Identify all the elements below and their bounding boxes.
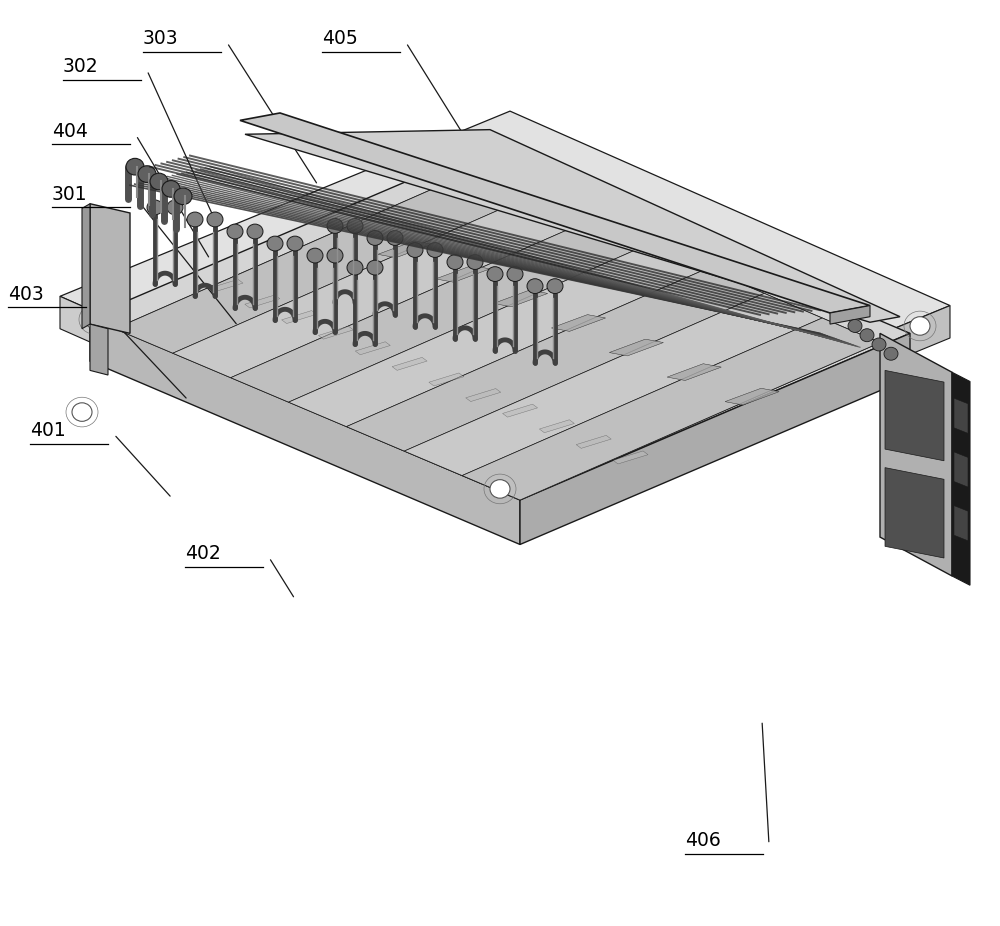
- Polygon shape: [552, 315, 606, 332]
- Circle shape: [387, 231, 403, 245]
- Polygon shape: [885, 370, 944, 461]
- Polygon shape: [539, 419, 574, 432]
- Polygon shape: [725, 388, 779, 405]
- Polygon shape: [436, 266, 490, 282]
- Polygon shape: [346, 269, 764, 451]
- Circle shape: [407, 243, 423, 257]
- Circle shape: [487, 267, 503, 282]
- Polygon shape: [60, 111, 950, 491]
- Circle shape: [467, 255, 483, 269]
- Polygon shape: [880, 333, 952, 576]
- Text: 301: 301: [52, 185, 88, 204]
- Polygon shape: [503, 404, 538, 417]
- Polygon shape: [494, 290, 548, 307]
- Polygon shape: [378, 241, 432, 257]
- Circle shape: [527, 279, 543, 294]
- Polygon shape: [830, 306, 870, 324]
- Circle shape: [884, 347, 898, 360]
- Polygon shape: [576, 435, 611, 448]
- Polygon shape: [240, 113, 870, 313]
- Circle shape: [507, 267, 523, 282]
- Circle shape: [307, 248, 323, 263]
- Polygon shape: [466, 389, 501, 402]
- Polygon shape: [436, 266, 490, 282]
- Circle shape: [327, 219, 343, 233]
- Text: 404: 404: [52, 122, 88, 141]
- Circle shape: [367, 231, 383, 245]
- Polygon shape: [885, 468, 944, 558]
- Circle shape: [126, 158, 144, 175]
- Polygon shape: [667, 364, 721, 381]
- Circle shape: [367, 260, 383, 275]
- Circle shape: [138, 166, 156, 182]
- Circle shape: [287, 236, 303, 251]
- Polygon shape: [462, 318, 880, 500]
- Circle shape: [187, 212, 203, 227]
- Polygon shape: [231, 219, 649, 402]
- Text: 402: 402: [185, 544, 221, 563]
- Polygon shape: [378, 241, 432, 257]
- Text: 403: 403: [8, 285, 44, 304]
- Circle shape: [227, 224, 243, 239]
- Circle shape: [860, 329, 874, 342]
- Polygon shape: [552, 315, 606, 332]
- Polygon shape: [115, 170, 880, 500]
- Circle shape: [150, 173, 168, 190]
- Text: 406: 406: [685, 832, 721, 850]
- Circle shape: [85, 310, 105, 329]
- Polygon shape: [667, 364, 721, 381]
- Circle shape: [490, 480, 510, 498]
- Circle shape: [347, 260, 363, 275]
- Circle shape: [207, 212, 223, 227]
- Polygon shape: [429, 373, 464, 386]
- Circle shape: [167, 200, 183, 215]
- Circle shape: [147, 200, 163, 215]
- Polygon shape: [208, 280, 243, 293]
- Polygon shape: [613, 451, 648, 464]
- Polygon shape: [609, 339, 663, 356]
- Polygon shape: [60, 296, 500, 523]
- Circle shape: [547, 279, 563, 294]
- Circle shape: [447, 255, 463, 269]
- Circle shape: [174, 188, 192, 205]
- Circle shape: [848, 319, 862, 332]
- Circle shape: [872, 338, 886, 351]
- Polygon shape: [500, 306, 950, 523]
- Polygon shape: [355, 342, 390, 355]
- Text: 303: 303: [143, 30, 179, 48]
- Circle shape: [247, 224, 263, 239]
- Circle shape: [162, 181, 180, 197]
- Polygon shape: [494, 290, 548, 307]
- Polygon shape: [954, 452, 968, 487]
- Circle shape: [910, 317, 930, 335]
- Polygon shape: [173, 195, 591, 378]
- Polygon shape: [954, 506, 968, 541]
- Polygon shape: [520, 333, 910, 544]
- Text: 405: 405: [322, 30, 358, 48]
- Polygon shape: [90, 324, 108, 375]
- Polygon shape: [954, 398, 968, 433]
- Polygon shape: [318, 326, 353, 339]
- Text: 302: 302: [63, 57, 99, 76]
- Circle shape: [427, 243, 443, 257]
- Circle shape: [267, 236, 283, 251]
- Circle shape: [347, 219, 363, 233]
- Polygon shape: [90, 150, 910, 500]
- Polygon shape: [90, 204, 130, 333]
- Polygon shape: [245, 295, 280, 308]
- Text: 401: 401: [30, 421, 66, 440]
- Polygon shape: [82, 204, 90, 329]
- Polygon shape: [392, 357, 427, 370]
- Polygon shape: [115, 170, 533, 353]
- Polygon shape: [725, 388, 779, 405]
- Circle shape: [327, 248, 343, 263]
- Polygon shape: [282, 310, 317, 323]
- Polygon shape: [245, 130, 900, 322]
- Polygon shape: [289, 244, 706, 427]
- Circle shape: [72, 403, 92, 421]
- Polygon shape: [952, 372, 970, 585]
- Polygon shape: [404, 294, 822, 476]
- Polygon shape: [609, 339, 663, 356]
- Polygon shape: [90, 317, 520, 544]
